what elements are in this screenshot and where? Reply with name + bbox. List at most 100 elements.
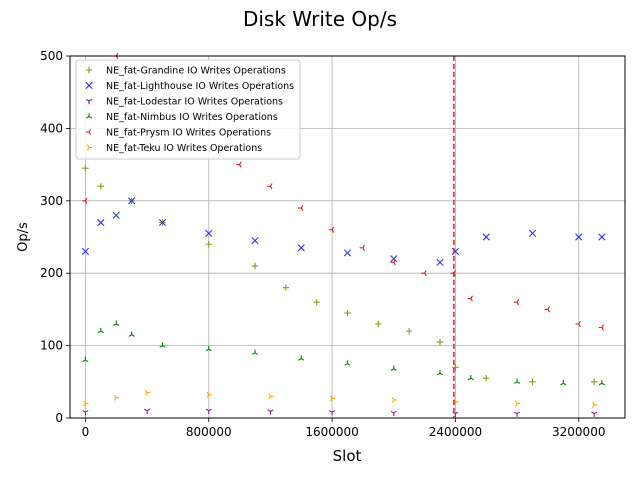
legend-marker (85, 113, 93, 119)
data-point (575, 320, 581, 327)
data-point (267, 409, 274, 415)
series-2 (82, 408, 598, 417)
data-point (452, 364, 459, 371)
legend-marker (85, 66, 93, 74)
data-point (390, 255, 398, 263)
y-axis-label: Op/s (16, 222, 31, 252)
data-point (515, 400, 521, 407)
data-point (436, 369, 444, 376)
y-tick-label: 300 (40, 194, 63, 208)
data-point (113, 320, 120, 326)
ticks-layer: 0 800000 1600000 2400000 3200000 0 100 200 300 40… (40, 49, 605, 439)
plot-frame (69, 55, 626, 419)
data-point (467, 295, 473, 302)
data-point (298, 355, 305, 361)
data-point (344, 309, 351, 317)
data-point (83, 400, 89, 407)
data-point (513, 299, 520, 306)
legend-box (75, 59, 301, 160)
legend-marker (85, 81, 93, 90)
data-point (528, 229, 537, 237)
data-point (81, 247, 90, 256)
data-point (592, 401, 598, 409)
data-point (159, 342, 166, 348)
data-point (97, 327, 104, 334)
data-point (114, 394, 120, 401)
data-point (251, 349, 259, 355)
data-point (128, 331, 135, 337)
data-point (544, 306, 550, 313)
data-point (82, 410, 89, 416)
legend-label: NE_fat-Grandine IO Writes Operations (106, 66, 286, 77)
x-tick-label: 2400000 (429, 425, 482, 439)
x-tick-label: 0 (82, 425, 90, 439)
data-point (529, 378, 536, 385)
y-tick-label: 0 (55, 411, 63, 425)
data-point (467, 374, 474, 381)
data-point (598, 380, 605, 386)
y-tick-label: 200 (40, 266, 63, 280)
legend-label: NE_fat-Prysm IO Writes Operations (106, 128, 271, 139)
data-point (313, 298, 320, 306)
data-point (421, 270, 427, 277)
legend-marker (85, 128, 92, 136)
y-tick-label: 400 (40, 121, 63, 135)
series-3 (82, 320, 605, 386)
data-point (128, 197, 136, 205)
data-point (82, 197, 88, 204)
data-point (344, 360, 351, 366)
data-point (268, 393, 274, 400)
legend-marker (86, 144, 93, 151)
data-point (97, 183, 105, 190)
data-point (251, 262, 259, 270)
data-point (390, 259, 396, 266)
data-point (575, 233, 583, 241)
data-point (205, 346, 212, 352)
data-point (359, 244, 365, 251)
data-point (390, 410, 397, 417)
data-point (329, 410, 336, 416)
data-point (251, 237, 259, 245)
data-point (391, 396, 397, 403)
y-tick-label: 100 (40, 339, 63, 353)
data-point (405, 327, 413, 335)
data-point (144, 408, 151, 414)
data-point (267, 183, 273, 190)
data-point (591, 411, 598, 417)
data-point (158, 218, 167, 227)
data-point (206, 391, 212, 398)
data-point (97, 218, 105, 227)
x-tick-label: 800000 (186, 425, 232, 439)
data-point (298, 204, 304, 212)
data-point (236, 161, 242, 168)
chart-title: Disk Write Op/s (243, 7, 397, 31)
data-point (375, 320, 382, 328)
x-tick-label: 1600000 (305, 425, 358, 439)
data-point (282, 284, 290, 291)
data-point (82, 356, 89, 363)
x-axis-label: Slot (333, 447, 362, 465)
legend-label: NE_fat-Lighthouse IO Writes Operations (106, 81, 294, 92)
data-point (598, 233, 606, 241)
legend-label: NE_fat-Lodestar IO Writes Operations (106, 97, 283, 108)
legend-label: NE_fat-Nimbus IO Writes Operations (106, 112, 278, 123)
data-point (205, 408, 212, 414)
data-point (436, 338, 444, 346)
data-point (514, 411, 521, 417)
series-5 (83, 389, 598, 409)
data-point (330, 395, 336, 402)
legend-label: NE_fat-Teku IO Writes Operations (106, 143, 262, 154)
data-point (436, 258, 444, 266)
data-point (590, 378, 598, 385)
data-point (343, 249, 352, 257)
data-point (82, 165, 89, 172)
data-point (514, 378, 521, 384)
data-point (112, 211, 120, 219)
data-point (483, 374, 490, 382)
data-point (205, 241, 212, 248)
data-point (328, 226, 335, 233)
y-tick-label: 500 (40, 49, 63, 63)
legend-marker (85, 98, 93, 105)
data-point (560, 380, 567, 386)
